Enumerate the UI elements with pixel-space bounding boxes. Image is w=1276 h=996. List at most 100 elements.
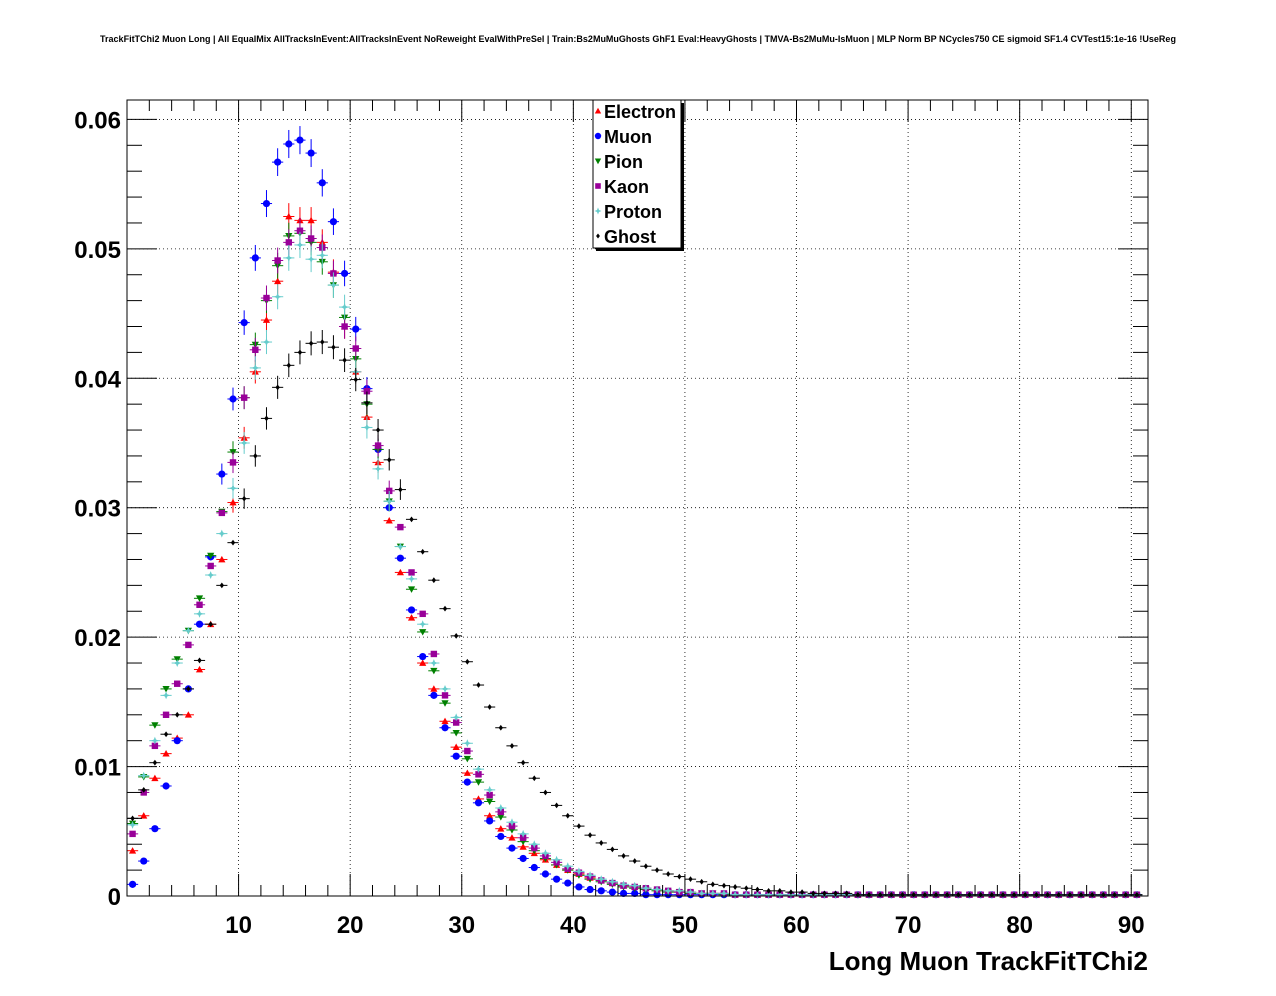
data-point (430, 667, 438, 675)
x-tick-label: 90 (1118, 912, 1145, 939)
y-tick-label: 0.05 (74, 237, 121, 264)
chart-title: TrackFitTChi2 Muon Long | All EqualMix A… (100, 34, 1176, 44)
data-point (263, 294, 270, 302)
data-point (732, 884, 738, 890)
data-point (519, 854, 527, 863)
data-point (151, 774, 159, 782)
data-point (262, 316, 271, 323)
data-point (576, 823, 582, 829)
data-point (1023, 891, 1028, 898)
data-point (419, 659, 427, 666)
data-point (642, 891, 650, 899)
data-point (385, 497, 394, 506)
data-point (173, 659, 182, 667)
data-point (207, 562, 214, 570)
data-point (586, 885, 594, 894)
data-point (442, 605, 448, 612)
data-point (575, 867, 583, 876)
data-point (653, 891, 661, 899)
data-point (253, 453, 258, 459)
data-point (407, 574, 416, 583)
data-point (520, 759, 526, 766)
data-point (407, 606, 416, 614)
data-point (610, 846, 615, 853)
data-point (766, 887, 771, 894)
series-ghost (127, 329, 1143, 898)
data-point (788, 889, 794, 895)
data-point (285, 239, 292, 246)
data-point (486, 812, 494, 819)
data-point (597, 875, 606, 884)
legend-entry-ghost: Ghost (596, 227, 656, 247)
data-point (141, 786, 146, 793)
data-point (197, 657, 202, 664)
data-point (753, 890, 762, 899)
data-point (229, 395, 237, 403)
data-point (452, 713, 461, 722)
data-point (285, 140, 293, 148)
data-point (396, 542, 405, 551)
data-point (441, 717, 449, 725)
data-point (630, 881, 639, 890)
data-point (218, 555, 226, 563)
data-point (385, 517, 393, 524)
data-point (541, 870, 550, 878)
data-point (208, 621, 213, 628)
data-point (464, 747, 471, 755)
data-point (1034, 891, 1039, 898)
data-point (452, 743, 460, 751)
x-tick-label: 30 (448, 912, 475, 939)
legend-marker (595, 183, 601, 189)
y-tick-label: 0.04 (74, 366, 121, 393)
data-point (329, 281, 338, 289)
data-point (430, 685, 438, 692)
data-point (563, 862, 572, 871)
data-point (497, 814, 505, 821)
y-tick-label: 0 (108, 884, 121, 911)
data-point (554, 802, 559, 809)
data-point (407, 586, 416, 593)
data-point (530, 840, 539, 849)
data-point (744, 885, 749, 892)
data-point (419, 610, 426, 618)
legend-marker (596, 233, 600, 239)
data-point (174, 680, 181, 687)
legend-entry-pion: Pion (594, 152, 643, 172)
data-point (352, 345, 359, 352)
data-point (275, 384, 280, 391)
data-point (274, 257, 281, 264)
data-point (396, 568, 404, 576)
data-point (252, 346, 259, 354)
legend-entry-muon: Muon (594, 127, 652, 147)
legend-marker (594, 107, 602, 114)
data-point (543, 789, 548, 796)
data-point (286, 362, 291, 369)
data-point (497, 825, 505, 832)
data-point (152, 759, 158, 766)
data-point (173, 737, 181, 745)
x-tick-label: 20 (337, 912, 364, 939)
data-point (632, 858, 637, 864)
data-point (206, 571, 215, 579)
data-point (441, 692, 449, 699)
data-point (408, 569, 415, 576)
data-point (296, 241, 304, 249)
data-point (474, 765, 483, 774)
data-point (552, 855, 561, 864)
data-point (397, 523, 404, 531)
data-point (486, 791, 493, 799)
data-point (777, 887, 782, 894)
data-point (564, 879, 572, 887)
legend-marker (594, 158, 602, 165)
data-point (486, 798, 494, 806)
legend-entry-proton: Proton (594, 202, 662, 222)
series-proton (127, 231, 1143, 899)
x-tick-label: 60 (783, 912, 810, 939)
data-point (463, 769, 471, 776)
data-point (720, 889, 728, 898)
data-point (342, 357, 347, 364)
data-point (799, 889, 805, 895)
data-point (641, 884, 650, 893)
x-tick-label: 70 (895, 912, 922, 939)
data-point (631, 889, 639, 898)
